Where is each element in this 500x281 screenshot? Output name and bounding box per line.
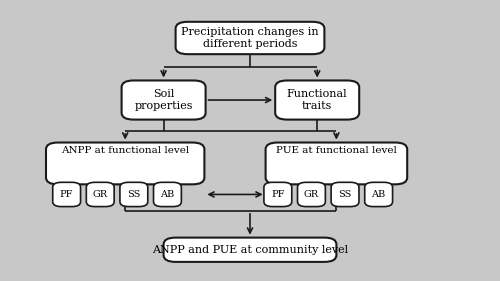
FancyBboxPatch shape [122, 80, 206, 120]
Text: Precipitation changes in
different periods: Precipitation changes in different perio… [181, 27, 319, 49]
Text: GR: GR [304, 190, 319, 199]
FancyBboxPatch shape [264, 182, 292, 207]
Text: ANPP at functional level: ANPP at functional level [61, 146, 190, 155]
Text: SS: SS [338, 190, 351, 199]
FancyBboxPatch shape [86, 182, 114, 207]
Text: AB: AB [372, 190, 386, 199]
Text: PUE at functional level: PUE at functional level [276, 146, 397, 155]
FancyBboxPatch shape [364, 182, 392, 207]
FancyBboxPatch shape [52, 182, 80, 207]
Text: ANPP and PUE at community level: ANPP and PUE at community level [152, 245, 348, 255]
FancyBboxPatch shape [298, 182, 326, 207]
FancyBboxPatch shape [275, 80, 359, 120]
Text: PF: PF [271, 190, 284, 199]
Text: Functional
traits: Functional traits [287, 89, 348, 111]
FancyBboxPatch shape [266, 142, 407, 184]
FancyBboxPatch shape [176, 22, 324, 54]
FancyBboxPatch shape [154, 182, 182, 207]
FancyBboxPatch shape [164, 238, 336, 262]
Text: AB: AB [160, 190, 174, 199]
Text: GR: GR [92, 190, 108, 199]
FancyBboxPatch shape [46, 142, 204, 184]
Text: SS: SS [127, 190, 140, 199]
FancyBboxPatch shape [120, 182, 148, 207]
FancyBboxPatch shape [331, 182, 359, 207]
Text: PF: PF [60, 190, 74, 199]
Text: Soil
properties: Soil properties [134, 89, 193, 111]
